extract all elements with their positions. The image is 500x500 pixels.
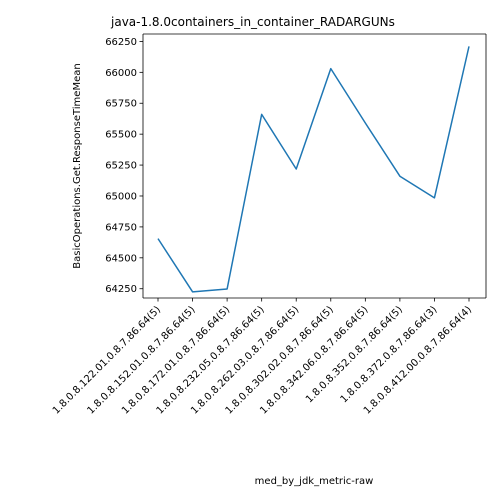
y-tick-label: 65500: [105, 130, 137, 141]
y-axis-label: BasicOperations.Get.ResponseTimeMean: [72, 63, 83, 268]
plot-area: [143, 34, 486, 298]
y-tick-label: 65250: [105, 161, 137, 172]
y-tick-label: 64750: [105, 222, 137, 233]
x-axis-label: med_by_jdk_metric-raw: [255, 476, 374, 487]
series-line: [157, 46, 470, 293]
y-axis-ticks: 64250 64500 64750 65000 65250 65500 65750 66000…: [105, 37, 143, 295]
y-tick-label: 65750: [105, 99, 137, 110]
y-tick-label: 64500: [105, 253, 137, 264]
y-tick-label: 64250: [105, 284, 137, 295]
y-tick-label: 66250: [105, 37, 137, 48]
x-axis-ticks: 1.8.0.8.122.01.0.8.7.86.64(5)1.8.0.8.152…: [51, 298, 474, 417]
y-tick-label: 66000: [105, 68, 137, 79]
chart-title: java-1.8.0containers_in_container_RADARG…: [110, 15, 395, 29]
y-tick-label: 65000: [105, 191, 137, 202]
